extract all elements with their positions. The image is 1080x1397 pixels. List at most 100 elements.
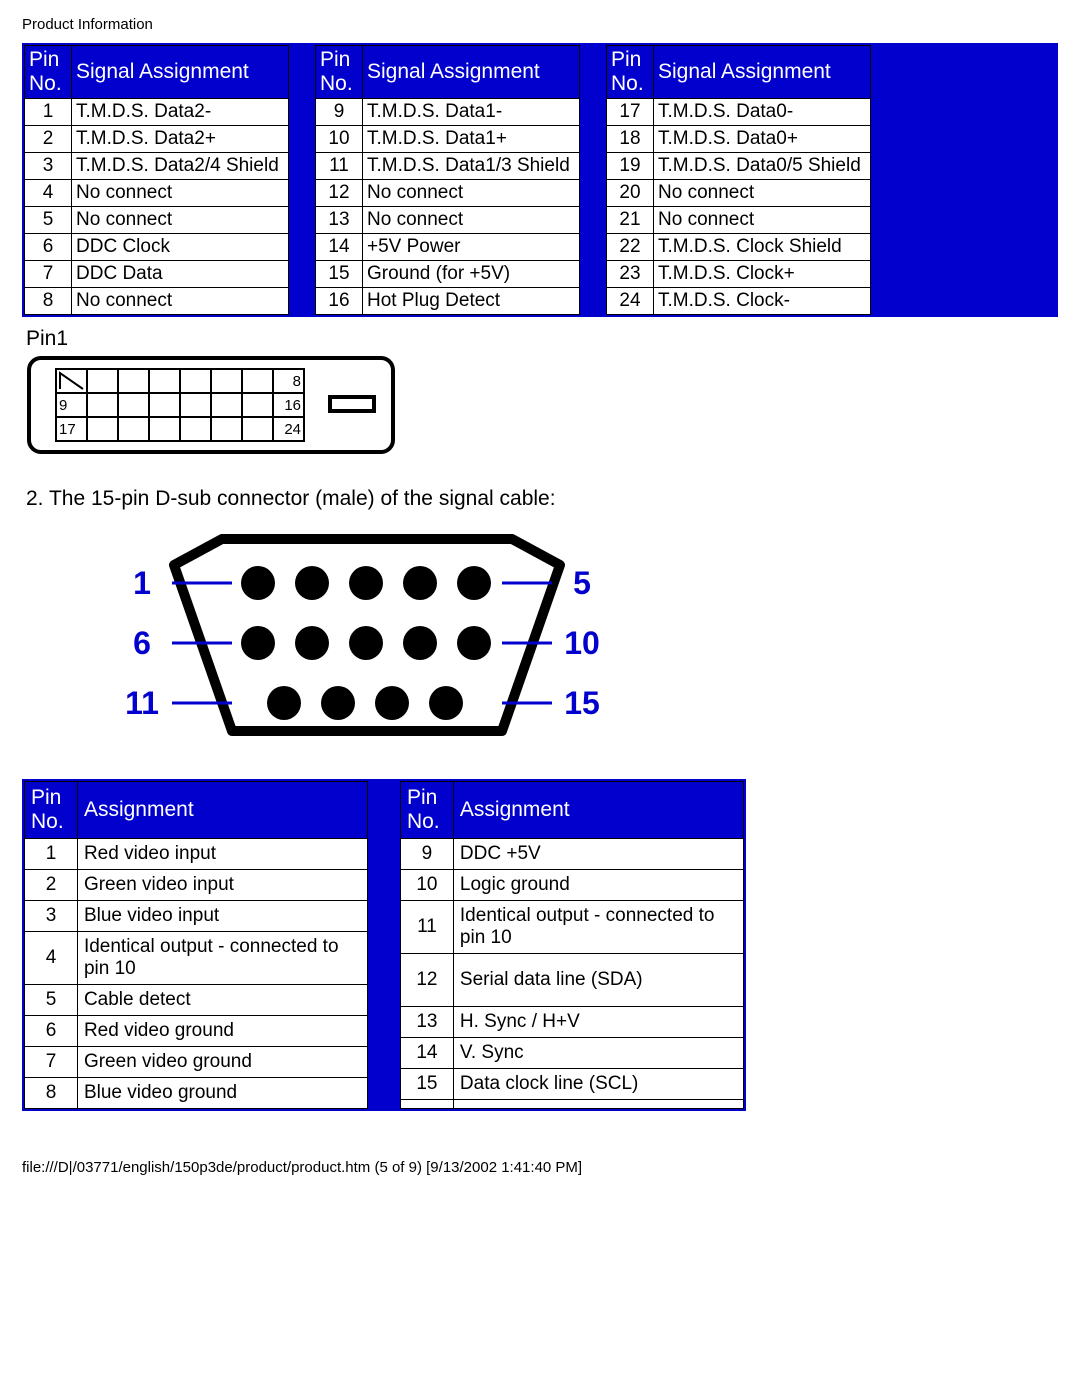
dsub-pinout-table: Pin No.Assignment1Red video input2Green … (22, 779, 746, 1111)
pin-assignment: Serial data line (SDA) (453, 954, 743, 1007)
dvi-pinout-table: Pin No.Signal Assignment1T.M.D.S. Data2-… (22, 43, 1058, 317)
pin-assignment: Green video input (77, 870, 367, 901)
signal-assignment: T.M.D.S. Data0- (654, 99, 871, 126)
pin-assignment: Green video ground (77, 1047, 367, 1078)
table-row: 20No connect (607, 180, 871, 207)
signal-assignment: DDC Data (72, 261, 289, 288)
pin-number: 17 (607, 99, 654, 126)
table-row (400, 1100, 743, 1109)
svg-text:9: 9 (59, 397, 67, 414)
signal-assignment: No connect (72, 207, 289, 234)
col-header-pinno: Pin No. (400, 782, 453, 839)
pin-number: 4 (25, 932, 78, 985)
signal-assignment: Hot Plug Detect (363, 288, 580, 315)
pin-number: 20 (607, 180, 654, 207)
table-row: 23T.M.D.S. Clock+ (607, 261, 871, 288)
pin-number: 15 (316, 261, 363, 288)
table-row: 4No connect (25, 180, 289, 207)
signal-assignment: No connect (72, 288, 289, 315)
table-row: 11Identical output - connected to pin 10 (400, 901, 743, 954)
table-gap (368, 781, 400, 1109)
pin-number: 14 (400, 1038, 453, 1069)
table-gap (289, 45, 315, 315)
signal-assignment: T.M.D.S. Data2- (72, 99, 289, 126)
signal-assignment: T.M.D.S. Data2/4 Shield (72, 153, 289, 180)
table-row: 6Red video ground (25, 1016, 368, 1047)
signal-assignment: T.M.D.S. Data1+ (363, 126, 580, 153)
signal-assignment: Ground (for +5V) (363, 261, 580, 288)
pin-number: 3 (25, 153, 72, 180)
table-row: 6DDC Clock (25, 234, 289, 261)
pin-number: 19 (607, 153, 654, 180)
table-row: 13H. Sync / H+V (400, 1007, 743, 1038)
signal-assignment: T.M.D.S. Data0/5 Shield (654, 153, 871, 180)
table-row: 5No connect (25, 207, 289, 234)
svg-text:1: 1 (133, 565, 151, 601)
svg-text:8: 8 (293, 373, 301, 390)
col-header-assignment: Assignment (453, 782, 743, 839)
table-row: 18T.M.D.S. Data0+ (607, 126, 871, 153)
dvi-subtable: Pin No.Signal Assignment9T.M.D.S. Data1-… (315, 45, 580, 315)
pin-number: 9 (316, 99, 363, 126)
pin-number: 1 (25, 99, 72, 126)
pin-number (400, 1100, 453, 1109)
pin-number: 5 (25, 985, 78, 1016)
table-row: 13No connect (316, 207, 580, 234)
pin-number: 13 (316, 207, 363, 234)
pin-assignment: V. Sync (453, 1038, 743, 1069)
pin-number: 13 (400, 1007, 453, 1038)
pin-number: 2 (25, 126, 72, 153)
dsub-subtable: Pin No.Assignment9DDC +5V10Logic ground1… (400, 781, 744, 1109)
signal-assignment: T.M.D.S. Clock Shield (654, 234, 871, 261)
table-row: 1T.M.D.S. Data2- (25, 99, 289, 126)
pin-number: 12 (400, 954, 453, 1007)
dsub-subtable: Pin No.Assignment1Red video input2Green … (24, 781, 368, 1109)
pin-assignment: Cable detect (77, 985, 367, 1016)
table-row: 10Logic ground (400, 870, 743, 901)
table-row: 8Blue video ground (25, 1078, 368, 1109)
pin-number: 10 (400, 870, 453, 901)
pin-number: 6 (25, 234, 72, 261)
signal-assignment: T.M.D.S. Data0+ (654, 126, 871, 153)
pin-assignment: Identical output - connected to pin 10 (77, 932, 367, 985)
col-header-signal: Signal Assignment (363, 46, 580, 99)
col-header-pinno: Pin No. (25, 782, 78, 839)
table-row: 12Serial data line (SDA) (400, 954, 743, 1007)
col-header-pinno: Pin No. (607, 46, 654, 99)
pin-number: 4 (25, 180, 72, 207)
pin1-label: Pin1 (26, 327, 1058, 351)
svg-text:11: 11 (125, 685, 159, 721)
pin-number: 6 (25, 1016, 78, 1047)
signal-assignment: T.M.D.S. Data1/3 Shield (363, 153, 580, 180)
dvi-connector-diagram: 89161724 (26, 355, 396, 463)
table-row: 19T.M.D.S. Data0/5 Shield (607, 153, 871, 180)
signal-assignment: T.M.D.S. Clock+ (654, 261, 871, 288)
svg-text:17: 17 (59, 421, 76, 438)
table-row: 2T.M.D.S. Data2+ (25, 126, 289, 153)
pin-number: 7 (25, 261, 72, 288)
table-row: 9DDC +5V (400, 839, 743, 870)
pin-number: 11 (400, 901, 453, 954)
pin-assignment: H. Sync / H+V (453, 1007, 743, 1038)
pin-assignment: Red video input (77, 839, 367, 870)
table-row: 24T.M.D.S. Clock- (607, 288, 871, 315)
table-row: 15Data clock line (SCL) (400, 1069, 743, 1100)
dsub-connector-diagram: 161151015 (82, 525, 642, 745)
pin-assignment: Identical output - connected to pin 10 (453, 901, 743, 954)
pin-assignment: Data clock line (SCL) (453, 1069, 743, 1100)
signal-assignment: No connect (72, 180, 289, 207)
col-header-signal: Signal Assignment (72, 46, 289, 99)
col-header-assignment: Assignment (77, 782, 367, 839)
signal-assignment: T.M.D.S. Clock- (654, 288, 871, 315)
table-row: 14V. Sync (400, 1038, 743, 1069)
signal-assignment: DDC Clock (72, 234, 289, 261)
table-row: 2Green video input (25, 870, 368, 901)
signal-assignment: T.M.D.S. Data1- (363, 99, 580, 126)
pin-number: 18 (607, 126, 654, 153)
pin-number: 7 (25, 1047, 78, 1078)
signal-assignment: No connect (363, 207, 580, 234)
table-row: 10T.M.D.S. Data1+ (316, 126, 580, 153)
table-row: 11T.M.D.S. Data1/3 Shield (316, 153, 580, 180)
table-row: 7Green video ground (25, 1047, 368, 1078)
signal-assignment: T.M.D.S. Data2+ (72, 126, 289, 153)
